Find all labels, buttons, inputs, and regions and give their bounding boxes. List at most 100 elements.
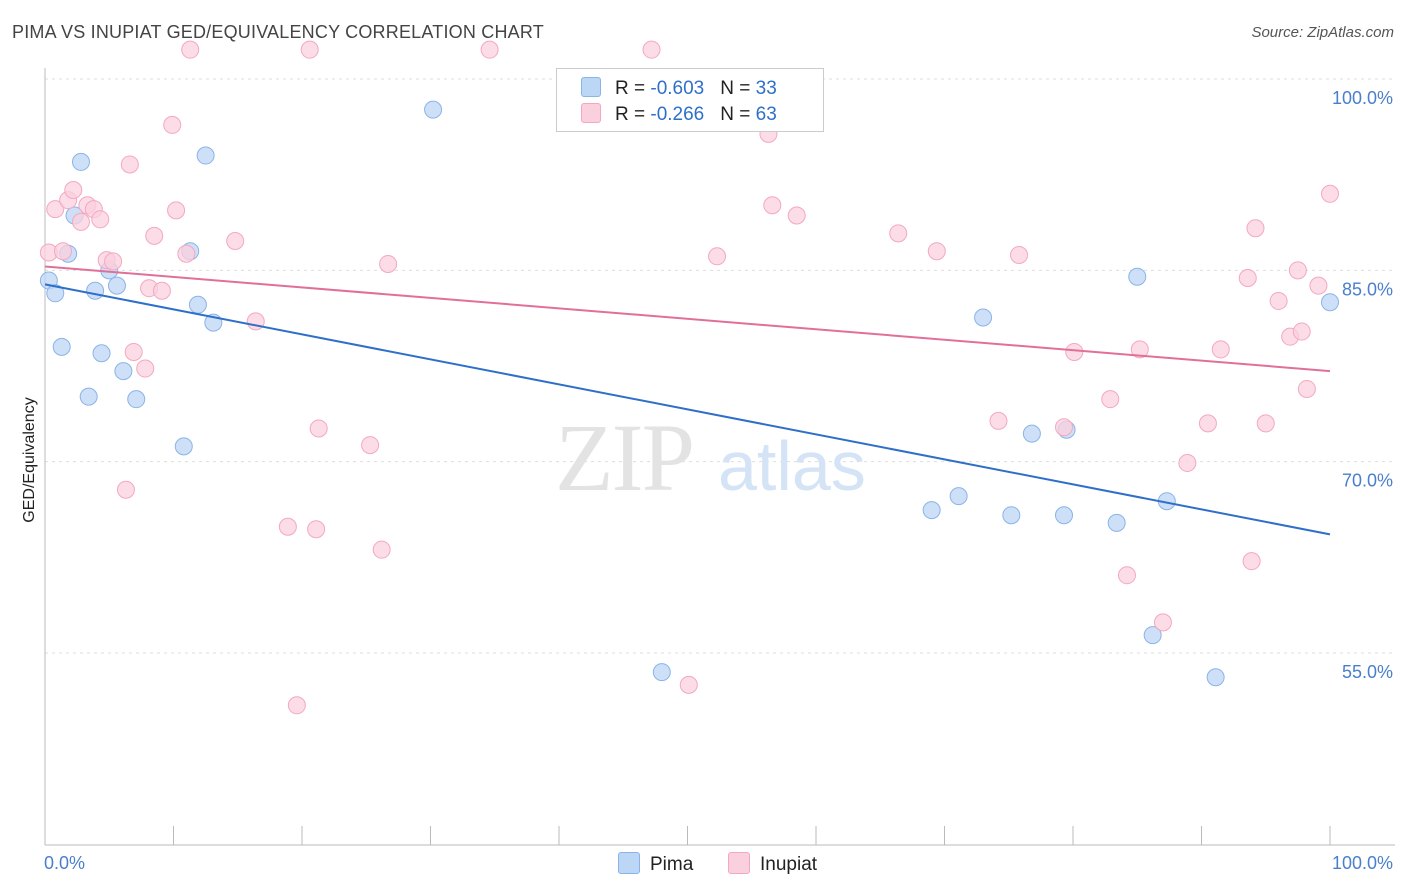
pima-point bbox=[86, 281, 105, 300]
chart-title: PIMA VS INUPIAT GED/EQUIVALENCY CORRELAT… bbox=[12, 22, 544, 42]
legend-row-pima: R = -0.603 N = 33 bbox=[581, 77, 777, 103]
inupiat-point bbox=[889, 224, 908, 243]
pima-point bbox=[92, 344, 111, 363]
grid-lines bbox=[45, 78, 1395, 654]
legend-inupiat-label: Inupiat bbox=[760, 854, 818, 875]
inupiat-point bbox=[708, 247, 727, 266]
inupiat-point bbox=[181, 40, 200, 59]
inupiat-point bbox=[53, 242, 72, 261]
inupiat-point bbox=[480, 40, 499, 59]
pima-point bbox=[52, 337, 71, 356]
pima-point bbox=[79, 387, 98, 406]
tick-labels: 100.0% 85.0% 70.0% 55.0% 0.0% 100.0% bbox=[44, 88, 1393, 873]
stats-legend: R = -0.603 N = 33 R = -0.266 N = 63 bbox=[556, 68, 824, 132]
pima-point bbox=[188, 295, 207, 314]
legend-item-pima: Pima bbox=[618, 852, 693, 876]
svg-text:atlas: atlas bbox=[718, 427, 866, 505]
pima-trend-line bbox=[44, 283, 1331, 536]
pima-point bbox=[1022, 424, 1041, 443]
inupiat-point bbox=[300, 40, 319, 59]
pima-point bbox=[1321, 293, 1339, 312]
inupiat-point bbox=[361, 436, 380, 455]
inupiat-point bbox=[287, 696, 306, 715]
inupiat-point bbox=[64, 180, 83, 199]
pima-point bbox=[1055, 506, 1074, 525]
inupiat-point bbox=[116, 480, 135, 499]
inupiat-point bbox=[1242, 552, 1261, 571]
inupiat-point bbox=[1178, 453, 1197, 472]
legend-row-inupiat: R = -0.266 N = 63 bbox=[581, 103, 777, 129]
y-tick-label: 85.0% bbox=[1342, 279, 1393, 299]
legend-pima-swatch bbox=[618, 852, 640, 874]
pima-point bbox=[174, 437, 193, 456]
y-tick-label: 100.0% bbox=[1332, 88, 1393, 108]
inupiat-point bbox=[1288, 261, 1307, 280]
inupiat-point bbox=[763, 196, 782, 215]
legend-inupiat-swatch bbox=[728, 852, 750, 874]
inupiat-point bbox=[226, 231, 245, 250]
inupiat-point bbox=[71, 212, 90, 231]
inupiat-point bbox=[145, 226, 164, 245]
inupiat-point bbox=[152, 281, 171, 300]
pima-point bbox=[652, 663, 671, 682]
inupiat-r-label: R = bbox=[615, 104, 651, 125]
inupiat-point bbox=[1198, 414, 1217, 433]
inupiat-point bbox=[1055, 418, 1074, 437]
pima-n-label: N = bbox=[720, 78, 756, 99]
inupiat-point bbox=[372, 540, 391, 559]
inupiat-point bbox=[989, 411, 1008, 430]
x-tick-label: 0.0% bbox=[44, 853, 85, 873]
inupiat-point bbox=[278, 517, 297, 536]
pima-r-value: -0.603 bbox=[650, 78, 705, 99]
inupiat-point bbox=[1297, 379, 1316, 398]
inupiat-point bbox=[679, 675, 698, 694]
inupiat-swatch bbox=[581, 103, 601, 123]
inupiat-point bbox=[927, 242, 946, 261]
inupiat-point bbox=[1153, 613, 1172, 632]
axes bbox=[44, 68, 1395, 846]
inupiat-point bbox=[379, 254, 398, 273]
pima-r-label: R = bbox=[615, 78, 651, 99]
inupiat-point bbox=[104, 252, 123, 271]
inupiat-point bbox=[1238, 268, 1257, 287]
trend-lines bbox=[44, 265, 1331, 536]
inupiat-point bbox=[46, 200, 65, 219]
inupiat-n-label: N = bbox=[720, 104, 756, 125]
inupiat-point bbox=[1309, 276, 1328, 295]
inupiat-point bbox=[1101, 390, 1120, 409]
y-tick-label: 55.0% bbox=[1342, 662, 1393, 682]
x-tick-label: 100.0% bbox=[1332, 853, 1393, 873]
inupiat-point bbox=[309, 419, 328, 438]
pima-point bbox=[196, 146, 215, 165]
pima-point bbox=[974, 308, 993, 327]
inupiat-point bbox=[1130, 340, 1149, 359]
inupiat-point bbox=[177, 244, 196, 263]
pima-point bbox=[1128, 267, 1147, 286]
pima-point bbox=[922, 501, 941, 520]
inupiat-point bbox=[307, 520, 326, 539]
inupiat-n-value: 63 bbox=[755, 104, 777, 125]
svg-text:ZIP: ZIP bbox=[555, 404, 693, 511]
pima-point bbox=[424, 100, 443, 119]
pima-point bbox=[127, 390, 146, 409]
legend-pima-label: Pima bbox=[650, 854, 694, 875]
legend-item-inupiat: Inupiat bbox=[728, 852, 817, 876]
inupiat-point bbox=[787, 206, 806, 225]
pima-point bbox=[1143, 626, 1162, 645]
chart-source: Source: ZipAtlas.com bbox=[1251, 24, 1394, 41]
pima-point bbox=[1002, 506, 1021, 525]
pima-point bbox=[1206, 668, 1225, 687]
inupiat-r-value: -0.266 bbox=[650, 104, 705, 125]
pima-point bbox=[114, 362, 133, 381]
y-tick-label: 70.0% bbox=[1342, 471, 1393, 491]
inupiat-point bbox=[167, 201, 186, 220]
inupiat-point bbox=[1292, 322, 1311, 341]
inupiat-point bbox=[91, 210, 110, 229]
inupiat-point bbox=[120, 155, 139, 174]
data-points bbox=[39, 40, 1339, 715]
pima-point bbox=[1107, 513, 1126, 532]
pima-swatch bbox=[581, 77, 601, 97]
inupiat-point bbox=[1117, 566, 1136, 585]
inupiat-point bbox=[1065, 342, 1084, 361]
inupiat-point bbox=[1211, 340, 1230, 359]
